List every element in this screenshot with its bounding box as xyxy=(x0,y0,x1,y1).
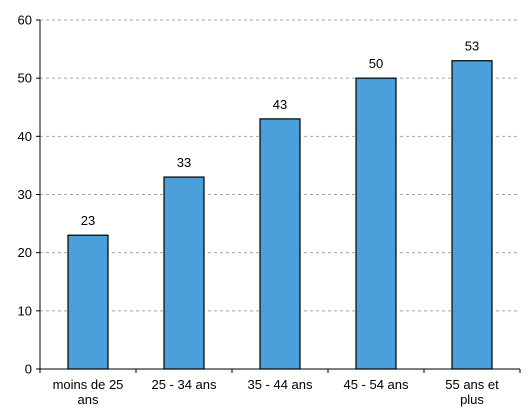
x-category-label: moins de 25 xyxy=(53,377,124,392)
data-label: 33 xyxy=(177,155,191,170)
bar-3 xyxy=(355,77,397,370)
data-label: 53 xyxy=(465,39,479,54)
x-category-label: 25 - 34 ans xyxy=(151,377,217,392)
axes xyxy=(36,19,521,373)
data-label: 43 xyxy=(273,97,287,112)
bar-0 xyxy=(67,234,109,370)
bar-1 xyxy=(163,176,205,370)
y-tick-label: 40 xyxy=(18,129,32,144)
data-label: 50 xyxy=(369,56,383,71)
x-category-label: ans xyxy=(78,392,99,407)
x-category-label: 45 - 54 ans xyxy=(343,377,409,392)
x-category-label: 35 - 44 ans xyxy=(247,377,313,392)
x-category-label: plus xyxy=(460,392,484,407)
bar-4 xyxy=(451,60,493,370)
y-tick-label: 50 xyxy=(18,71,32,86)
x-category-label: 55 ans et xyxy=(445,377,499,392)
y-tick-label: 30 xyxy=(18,187,32,202)
data-label: 23 xyxy=(81,213,95,228)
data-labels: 23 33 43 50 53 xyxy=(81,39,479,228)
y-tick-labels: 0 10 20 30 40 50 60 xyxy=(18,13,32,377)
bar-2 xyxy=(259,118,301,370)
y-tick-label: 20 xyxy=(18,245,32,260)
y-tick-label: 10 xyxy=(18,303,32,318)
y-tick-label: 60 xyxy=(18,13,32,28)
y-tick-label: 0 xyxy=(25,362,32,377)
